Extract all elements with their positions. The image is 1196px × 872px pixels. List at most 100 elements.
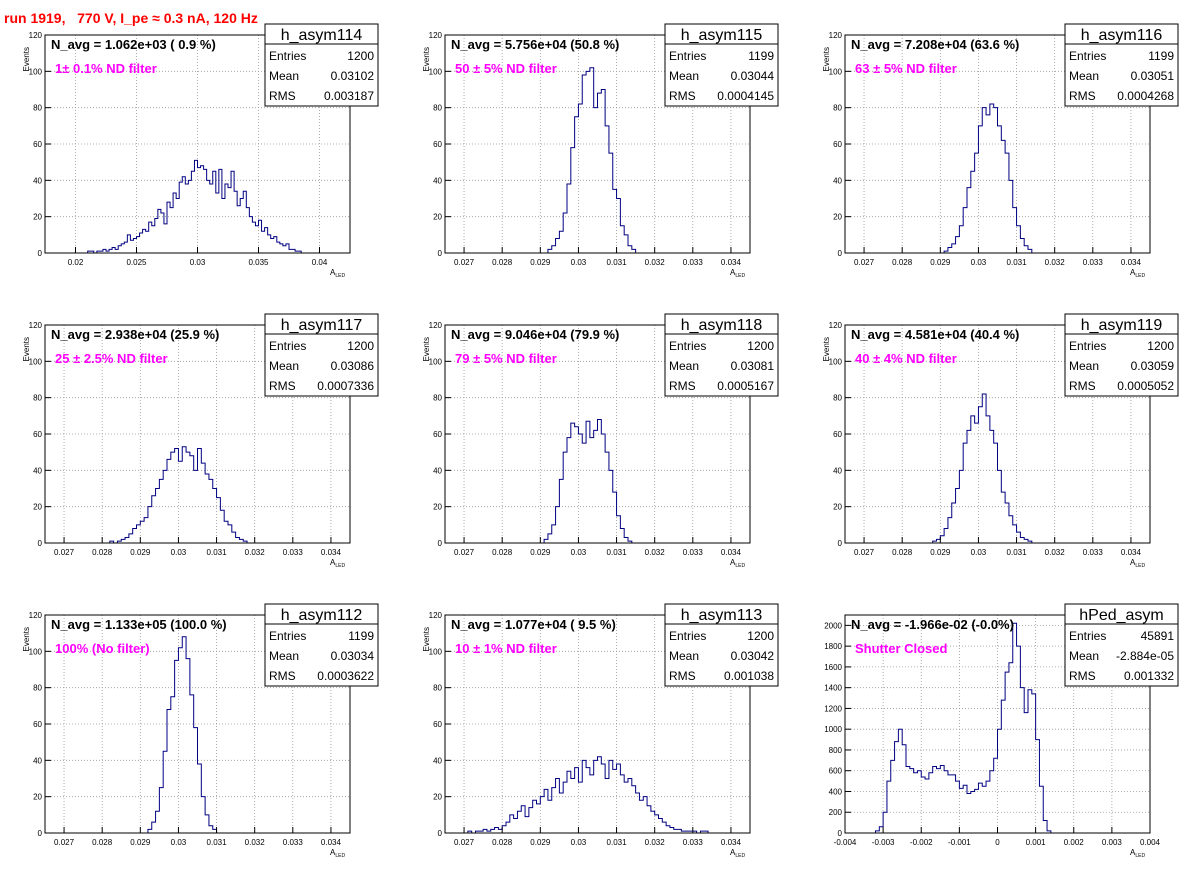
y-axis-label: Events [422, 47, 431, 71]
y-tick-label: 100 [429, 647, 443, 656]
y-tick-label: 20 [33, 213, 42, 222]
y-tick-label: 100 [29, 647, 43, 656]
stats-label-mean: Mean [269, 649, 299, 663]
x-tick-label: 0.029 [130, 838, 151, 847]
histogram-pad-h_asym119: 0.027 0.028 0.029 0.03 0.031 0.032 0.033 0.034 0… [822, 313, 1179, 569]
y-tick-label: 200 [829, 808, 843, 817]
histogram-pad-h_asym116: 0.027 0.028 0.029 0.03 0.031 0.032 0.033 0.034 0… [822, 23, 1179, 279]
y-tick-label: 0 [38, 829, 43, 838]
stats-value-rms: 0.0007336 [317, 379, 374, 393]
y-tick-label: 2000 [824, 621, 842, 630]
y-tick-label: 0 [438, 539, 443, 548]
x-axis-label-subscript: LED [735, 563, 745, 569]
stats-label-rms: RMS [269, 89, 296, 103]
x-tick-label: 0.029 [930, 258, 951, 267]
x-tick-label: 0.027 [454, 548, 475, 557]
histogram-pad-h_asym118: 0.027 0.028 0.029 0.03 0.031 0.032 0.033 0.034 0… [422, 313, 779, 569]
x-tick-label: 0.027 [54, 838, 75, 847]
stats-title: h_asym119 [1081, 317, 1163, 334]
x-tick-label: 0.034 [1121, 258, 1142, 267]
y-tick-label: 20 [433, 793, 442, 802]
x-tick-label: 0.032 [245, 838, 266, 847]
x-tick-label: 0.02 [68, 258, 84, 267]
y-tick-label: 80 [33, 394, 42, 403]
stats-label-rms: RMS [1069, 669, 1096, 683]
y-tick-label: 0 [838, 249, 843, 258]
x-axis-label: ALED [330, 558, 345, 569]
x-axis-label: ALED [1130, 558, 1145, 569]
stats-label-entries: Entries [669, 339, 706, 353]
y-tick-label: 0 [838, 829, 843, 838]
y-tick-label: 100 [29, 357, 43, 366]
y-tick-label: 1200 [824, 704, 842, 713]
x-tick-label: 0.03 [971, 258, 987, 267]
stats-value-entries: 1200 [347, 49, 374, 63]
x-tick-label: 0.028 [92, 548, 113, 557]
x-tick-label: 0.004 [1140, 838, 1161, 847]
filter-label: 100% (No filter) [55, 641, 150, 656]
stats-value-mean: 0.03044 [731, 69, 775, 83]
x-tick-label: 0.028 [92, 838, 113, 847]
x-tick-label: 0.031 [607, 838, 628, 847]
navg-label: N_avg = 1.133e+05 (100.0 %) [51, 617, 227, 632]
stats-value-mean: 0.03059 [1131, 359, 1175, 373]
histogram-line [543, 418, 633, 543]
x-tick-label: 0.032 [645, 258, 666, 267]
y-tick-label: 20 [833, 213, 842, 222]
y-tick-label: 100 [429, 67, 443, 76]
x-tick-label: 0.033 [683, 258, 704, 267]
stats-label-mean: Mean [269, 69, 299, 83]
x-tick-label: 0.029 [530, 838, 551, 847]
histogram-pad-h_asym113: 0.027 0.028 0.029 0.03 0.031 0.032 0.033 0.034 0… [422, 603, 779, 859]
stats-label-mean: Mean [669, 359, 699, 373]
y-tick-label: 1800 [824, 642, 842, 651]
y-tick-label: 40 [433, 466, 442, 475]
x-axis-label: ALED [1130, 268, 1145, 279]
x-tick-label: 0.03 [971, 548, 987, 557]
stats-value-entries: 1200 [1147, 339, 1174, 353]
stats-label-entries: Entries [669, 49, 706, 63]
x-axis-label-subscript: LED [335, 563, 345, 569]
stats-body-box [264, 333, 379, 397]
stats-label-entries: Entries [269, 49, 306, 63]
y-tick-label: 80 [433, 104, 442, 113]
x-tick-label: 0.027 [854, 258, 875, 267]
x-tick-label: 0.034 [321, 838, 342, 847]
x-tick-label: 0.025 [126, 258, 147, 267]
x-tick-label: 0.03 [571, 838, 587, 847]
y-tick-label: 80 [433, 684, 442, 693]
y-tick-label: 40 [33, 466, 42, 475]
y-tick-label: 80 [833, 394, 842, 403]
x-tick-label: -0.003 [872, 838, 895, 847]
y-tick-label: 60 [433, 430, 442, 439]
x-tick-label: -0.002 [910, 838, 933, 847]
histogram-pad-h_asym117: 0.027 0.028 0.029 0.03 0.031 0.032 0.033 0.034 0… [22, 313, 379, 569]
x-tick-label: 0.027 [854, 548, 875, 557]
y-axis-label: Events [822, 337, 831, 361]
filter-label: 79 ± 5% ND filter [455, 351, 557, 366]
x-tick-label: 0.027 [454, 838, 475, 847]
stats-label-rms: RMS [1069, 89, 1096, 103]
y-tick-label: 600 [829, 767, 843, 776]
y-tick-label: 1400 [824, 684, 842, 693]
y-tick-label: 100 [29, 67, 43, 76]
y-tick-label: 60 [833, 430, 842, 439]
stats-label-mean: Mean [669, 649, 699, 663]
x-axis-label: ALED [1130, 848, 1145, 859]
stats-value-entries: 1200 [747, 629, 774, 643]
x-tick-label: 0.031 [607, 258, 628, 267]
histogram-line [109, 446, 248, 544]
x-tick-label: 0.03 [571, 548, 587, 557]
stats-value-entries: 1200 [747, 339, 774, 353]
stats-value-mean: 0.03086 [331, 359, 375, 373]
stats-value-mean: 0.03102 [331, 69, 375, 83]
stats-label-rms: RMS [1069, 379, 1096, 393]
stats-body-box [1064, 43, 1179, 107]
y-axis-label: Events [422, 337, 431, 361]
stats-value-mean: 0.03081 [731, 359, 775, 373]
y-tick-label: 40 [833, 466, 842, 475]
y-axis-label: Events [422, 627, 431, 651]
x-axis-label-subscript: LED [735, 853, 745, 859]
y-tick-label: 1600 [824, 663, 842, 672]
histogram-line [87, 159, 302, 254]
